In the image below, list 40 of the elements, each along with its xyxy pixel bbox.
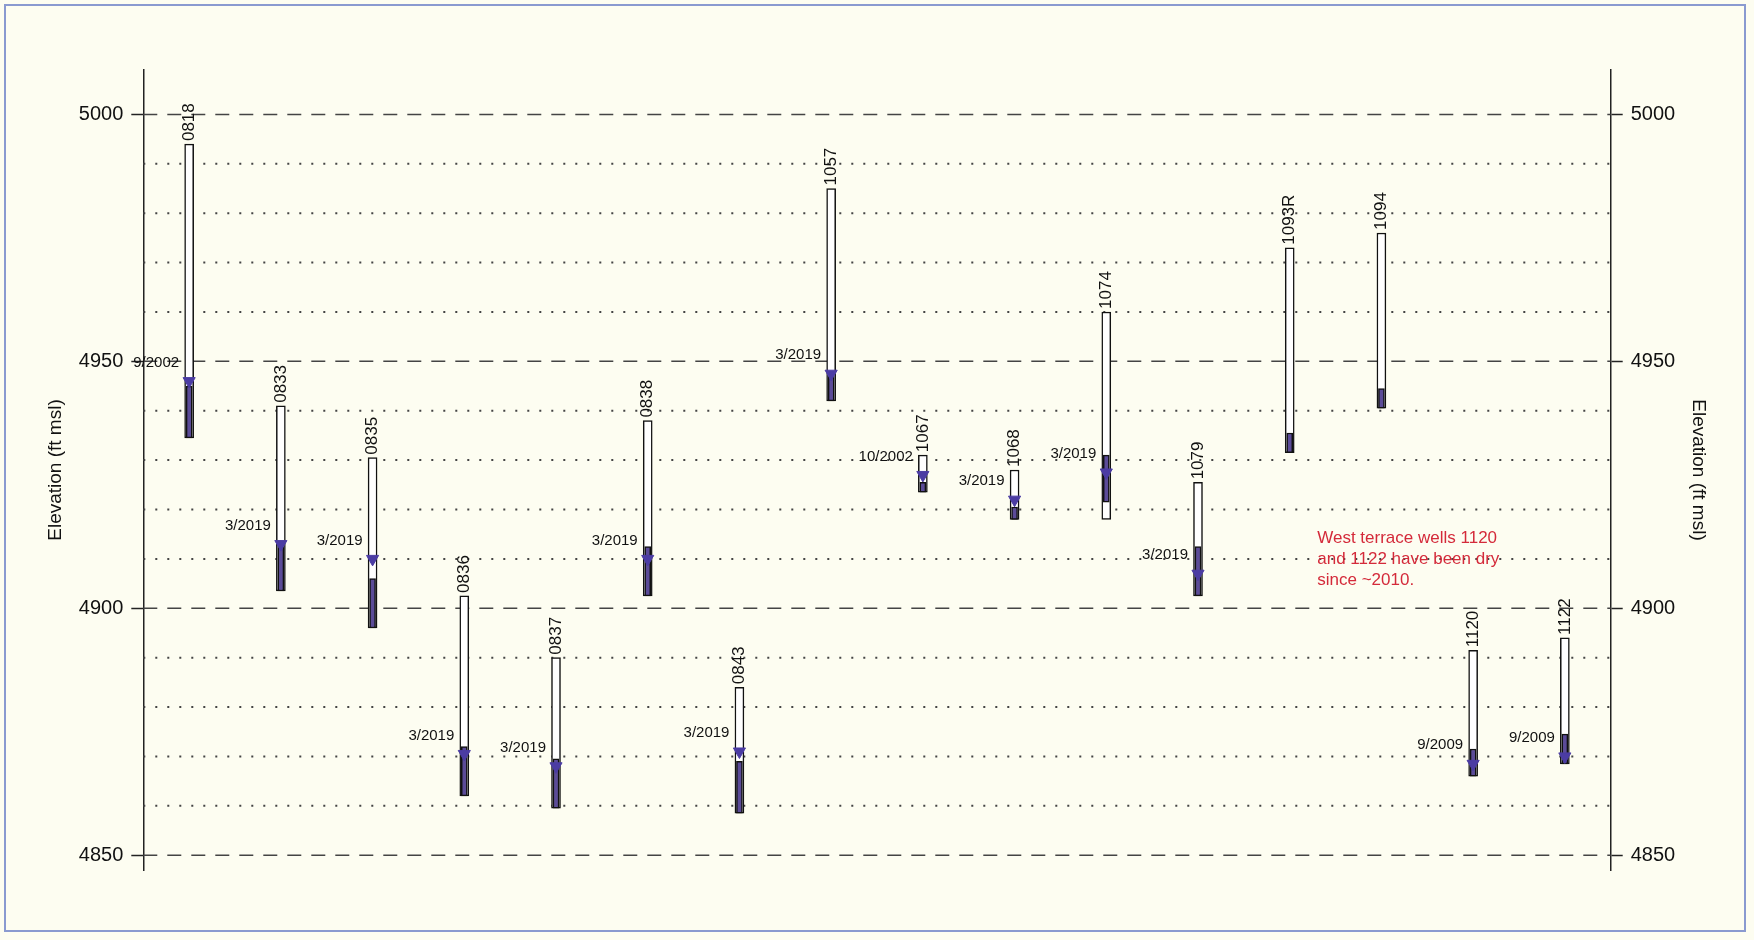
data-label: 9/2009 — [1508, 728, 1555, 746]
data-label: 3/2019 — [958, 471, 1005, 489]
y-tick-label: 5000 — [78, 101, 124, 124]
x-tick-label: 1120 — [1462, 610, 1482, 648]
x-tick-label: 1057 — [820, 147, 840, 186]
x-tick-label: 1074 — [1095, 271, 1115, 309]
data-label: 3/2019 — [500, 737, 546, 755]
y2-axis-title: Elevation (ft msl) — [1689, 399, 1711, 541]
y-tick-label: 4900 — [78, 595, 124, 618]
x-tick-label: 1094 — [1371, 192, 1391, 230]
y-axis-title: Elevation (ft msl) — [43, 399, 65, 541]
data-label: 3/2019 — [775, 345, 822, 363]
y2-tick-label: 4850 — [1630, 842, 1676, 865]
y-tick-label: 4950 — [78, 348, 124, 371]
x-tick-label: 0835 — [362, 416, 382, 455]
x-tick-label: 0833 — [270, 364, 290, 403]
data-label: 10/2002 — [858, 446, 913, 464]
x-tick-label: 1068 — [1004, 429, 1024, 467]
x-tick-label: 0843 — [729, 646, 749, 685]
x-tick-label: 1122 — [1554, 598, 1574, 635]
x-tick-label: 1079 — [1187, 441, 1207, 480]
annotation: West terrace wells 1120 and 1122 have been dry since ~2010. — [1317, 528, 1500, 590]
y-tick-label: 4850 — [78, 842, 124, 865]
data-label: 3/2019 — [408, 725, 455, 743]
y2-tick-label: 5000 — [1630, 101, 1676, 124]
x-tick-label: 1093R — [1279, 194, 1299, 245]
data-label: 9/2009 — [1417, 735, 1464, 753]
data-label: 3/2019 — [1050, 444, 1097, 462]
data-label: 3/2019 — [591, 530, 638, 548]
x-tick-label: 0838 — [637, 379, 657, 418]
x-tick-label: 0836 — [453, 555, 473, 593]
y2-tick-label: 4950 — [1630, 348, 1676, 371]
x-tick-label: 1067 — [912, 414, 932, 453]
y2-tick-label: 4900 — [1630, 595, 1676, 618]
data-label: 3/2019 — [683, 723, 730, 741]
x-tick-label: 0818 — [178, 103, 198, 142]
x-tick-label: 0837 — [545, 616, 565, 655]
data-label: 3/2019 — [316, 530, 363, 548]
data-label: 3/2019 — [224, 515, 271, 533]
data-label: 3/2019 — [1142, 545, 1188, 563]
